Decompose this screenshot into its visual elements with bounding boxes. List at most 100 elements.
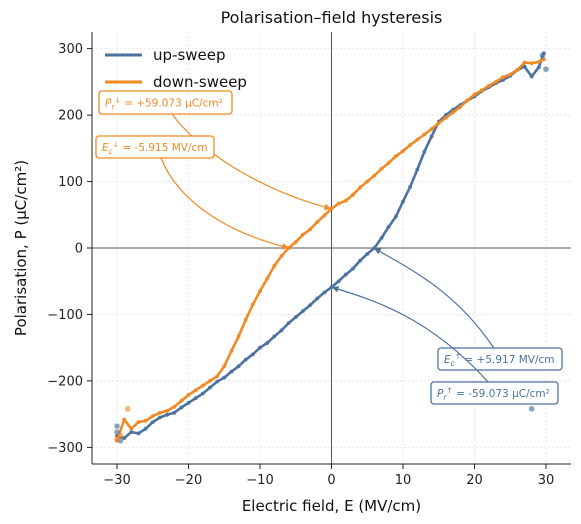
x-tick-label: −30 <box>103 473 130 488</box>
data-point-up-sweep <box>401 199 405 204</box>
y-tick-label: 0 <box>75 242 83 257</box>
data-point-up-sweep <box>379 236 384 240</box>
y-tick-label: 100 <box>58 175 83 190</box>
annotation-label: Pr↑ = -59.073 μC/cm² <box>437 386 550 402</box>
data-point-up-sweep <box>229 369 234 374</box>
data-point-up-sweep <box>293 315 298 320</box>
data-point-up-sweep <box>136 431 141 436</box>
data-point-down-sweep <box>494 79 498 84</box>
annotation-box <box>430 381 559 405</box>
data-point-up-sweep <box>172 410 177 415</box>
data-point-down-sweep <box>179 398 184 403</box>
scatter-point-up <box>539 52 546 59</box>
data-point-down-sweep <box>522 60 527 65</box>
data-point-down-sweep <box>515 67 520 72</box>
data-point-down-sweep <box>265 276 270 281</box>
scatter-point-down <box>114 436 120 443</box>
legend-label-up-sweep: up-sweep <box>153 46 226 64</box>
data-point-down-sweep <box>372 173 377 178</box>
annotation-2: Ec↑ = +5.917 MV/cm <box>373 247 563 371</box>
data-point-up-sweep <box>222 375 227 380</box>
scatter-layer <box>114 52 549 444</box>
data-point-down-sweep <box>365 179 370 184</box>
data-point-down-sweep <box>165 408 169 413</box>
data-point-down-sweep <box>272 264 277 268</box>
data-point-down-sweep <box>541 57 546 62</box>
data-point-up-sweep <box>415 167 420 172</box>
data-point-up-sweep <box>386 224 391 229</box>
data-point-down-sweep <box>479 88 484 93</box>
data-point-down-sweep <box>186 392 191 397</box>
data-point-up-sweep <box>193 396 198 401</box>
annotation-1: Ec↓ = -5.915 MV/cm <box>95 135 290 250</box>
data-point-down-sweep <box>472 92 477 97</box>
data-point-up-sweep <box>393 214 398 219</box>
data-point-up-sweep <box>158 415 162 420</box>
data-point-up-sweep <box>200 391 205 396</box>
y-tick-label: −100 <box>47 308 83 323</box>
data-point-up-sweep <box>208 385 212 390</box>
data-point-up-sweep <box>243 357 248 362</box>
data-point-up-sweep <box>165 412 169 417</box>
y-axis-title: Polarisation, P (μC/cm²) <box>12 160 30 336</box>
data-point-up-sweep <box>422 149 427 154</box>
data-point-down-sweep <box>301 232 305 237</box>
x-tick-label: 20 <box>466 473 483 488</box>
data-point-down-sweep <box>536 60 541 64</box>
scatter-point-up <box>114 429 120 435</box>
data-point-up-sweep <box>236 364 241 369</box>
data-point-down-sweep <box>315 220 320 224</box>
x-tick-label: 10 <box>395 473 412 488</box>
annotation-3: Pr↑ = -59.073 μC/cm² <box>331 286 559 405</box>
data-point-down-sweep <box>422 132 427 137</box>
y-tick-label: −300 <box>47 441 83 456</box>
annotation-arrow <box>373 247 495 349</box>
data-point-up-sweep <box>322 290 327 295</box>
annotation-arrow <box>160 157 290 249</box>
data-point-down-sweep <box>529 61 534 66</box>
data-point-up-sweep <box>408 184 413 189</box>
data-point-down-sweep <box>501 75 505 80</box>
data-point-down-sweep <box>150 414 155 419</box>
data-point-up-sweep <box>336 279 341 284</box>
data-point-down-sweep <box>408 143 413 147</box>
data-point-up-sweep <box>365 252 370 256</box>
legend: up-sweep down-sweep <box>105 46 247 91</box>
data-point-down-sweep <box>158 410 162 415</box>
data-point-down-sweep <box>336 201 341 206</box>
data-point-down-sweep <box>443 115 448 120</box>
annotation-arrowhead <box>331 286 340 293</box>
data-point-down-sweep <box>451 110 455 115</box>
data-point-down-sweep <box>486 83 491 88</box>
annotation-arrow <box>171 113 332 210</box>
chart-title: Polarisation–field hysteresis <box>221 8 443 27</box>
data-point-up-sweep <box>150 420 155 425</box>
data-point-down-sweep <box>236 334 241 339</box>
data-point-down-sweep <box>208 379 212 383</box>
data-point-down-sweep <box>429 127 434 131</box>
data-point-down-sweep <box>215 374 220 379</box>
data-point-up-sweep <box>529 74 534 79</box>
data-point-up-sweep <box>272 334 277 339</box>
data-point-down-sweep <box>258 289 262 294</box>
data-point-up-sweep <box>279 328 284 333</box>
data-point-up-sweep <box>122 436 127 440</box>
x-tick-label: −20 <box>175 473 202 488</box>
annotation-arrowhead <box>373 248 382 255</box>
zero-lines <box>92 32 571 464</box>
series-layer <box>115 51 546 443</box>
annotation-arrowhead <box>281 243 290 250</box>
data-point-down-sweep <box>308 227 312 232</box>
data-point-up-sweep <box>315 296 320 301</box>
data-point-up-sweep <box>215 379 220 384</box>
scatter-point-up <box>543 66 549 73</box>
y-tick-label: 300 <box>58 42 83 57</box>
x-tick-label: −10 <box>246 473 273 488</box>
scatter-point-down <box>117 432 124 439</box>
data-point-down-sweep <box>122 417 127 422</box>
annotations: Pr↓ = +59.073 μC/cm² Ec↓ = -5.915 MV/cm Ec… <box>95 90 563 405</box>
scatter-point-up <box>528 406 535 412</box>
data-point-down-sweep <box>343 198 348 203</box>
annotation-label: Pr↓ = +59.073 μC/cm² <box>105 96 223 112</box>
data-point-down-sweep <box>279 254 284 258</box>
